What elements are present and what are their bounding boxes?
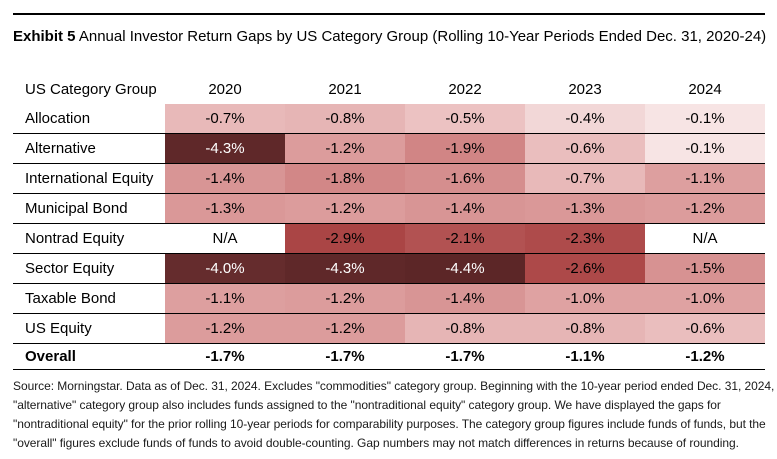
source-note-line: "overall" figures exclude funds of funds… bbox=[13, 436, 739, 450]
row-label: US Equity bbox=[13, 313, 165, 344]
value-cell-2023: -1.3% bbox=[525, 193, 645, 224]
column-header-2024: 2024 bbox=[688, 81, 722, 98]
value-cell-2021: -1.2% bbox=[285, 193, 405, 224]
table-header-row: US Category Group 2020 2021 2022 2023 20… bbox=[13, 75, 765, 104]
value-cell-2022: -2.1% bbox=[405, 223, 525, 254]
value-cell-2022: -1.4% bbox=[405, 283, 525, 314]
row-label: Taxable Bond bbox=[13, 283, 165, 314]
value-cell-2024: -0.1% bbox=[645, 104, 765, 134]
value-cell-2023: -0.6% bbox=[525, 133, 645, 164]
top-rule bbox=[13, 13, 765, 15]
exhibit-title-text: Annual Investor Return Gaps by US Catego… bbox=[75, 28, 767, 45]
source-note-line: "alternative" category group also includ… bbox=[13, 398, 721, 412]
table-row: US Equity -1.2% -1.2% -0.8% -0.8% -0.6% bbox=[13, 313, 765, 344]
value-cell-2022: -4.4% bbox=[405, 253, 525, 284]
value-cell-2022: -1.4% bbox=[405, 193, 525, 224]
value-cell-2021: -0.8% bbox=[285, 104, 405, 134]
table-row: International Equity -1.4% -1.8% -1.6% -0.7%… bbox=[13, 163, 765, 194]
column-header-2022: 2022 bbox=[448, 81, 482, 98]
value-cell-2021: -1.2% bbox=[285, 313, 405, 344]
value-cell-2023: -0.7% bbox=[525, 163, 645, 194]
value-cell-2021: -1.2% bbox=[285, 283, 405, 314]
column-header-2023: 2023 bbox=[568, 81, 602, 98]
value-cell-2023: -1.0% bbox=[525, 283, 645, 314]
source-note: Source: Morningstar. Data as of Dec. 31,… bbox=[13, 377, 777, 453]
value-cell-2024: -1.0% bbox=[645, 283, 765, 314]
value-cell-2022: -1.7% bbox=[405, 343, 525, 370]
value-cell-2020: -1.7% bbox=[165, 343, 285, 370]
value-cell-2021: -2.9% bbox=[285, 223, 405, 254]
value-cell-2022: -1.9% bbox=[405, 133, 525, 164]
source-note-line: "nontraditional equity" for the prior ro… bbox=[13, 417, 766, 431]
column-header-category: US Category Group bbox=[25, 81, 157, 98]
value-cell-2024: N/A bbox=[645, 223, 765, 254]
row-label: Sector Equity bbox=[13, 253, 165, 284]
source-note-line: Source: Morningstar. Data as of Dec. 31,… bbox=[13, 379, 777, 393]
value-cell-2020: -1.2% bbox=[165, 313, 285, 344]
table-row: Taxable Bond -1.1% -1.2% -1.4% -1.0% -1.0% bbox=[13, 283, 765, 314]
value-cell-2024: -1.2% bbox=[645, 343, 765, 370]
value-cell-2024: -0.6% bbox=[645, 313, 765, 344]
table-row-overall: Overall -1.7% -1.7% -1.7% -1.1% -1.2% bbox=[13, 343, 765, 370]
value-cell-2020: -4.3% bbox=[165, 133, 285, 164]
value-cell-2020: -1.3% bbox=[165, 193, 285, 224]
value-cell-2023: -2.3% bbox=[525, 223, 645, 254]
table-row: Nontrad Equity N/A -2.9% -2.1% -2.3% N/A bbox=[13, 223, 765, 254]
table-row: Allocation -0.7% -0.8% -0.5% -0.4% -0.1% bbox=[13, 104, 765, 134]
value-cell-2023: -0.4% bbox=[525, 104, 645, 134]
table-row: Alternative -4.3% -1.2% -1.9% -0.6% -0.1% bbox=[13, 133, 765, 164]
value-cell-2022: -0.5% bbox=[405, 104, 525, 134]
row-label: Nontrad Equity bbox=[13, 223, 165, 254]
table-row: Municipal Bond -1.3% -1.2% -1.4% -1.3% -1.2% bbox=[13, 193, 765, 224]
value-cell-2021: -1.2% bbox=[285, 133, 405, 164]
row-label: Alternative bbox=[13, 133, 165, 164]
value-cell-2020: -1.1% bbox=[165, 283, 285, 314]
row-label: Allocation bbox=[13, 104, 165, 134]
value-cell-2021: -1.8% bbox=[285, 163, 405, 194]
value-cell-2024: -1.1% bbox=[645, 163, 765, 194]
value-cell-2023: -1.1% bbox=[525, 343, 645, 370]
exhibit-title: Exhibit 5 Annual Investor Return Gaps by… bbox=[13, 27, 767, 46]
row-label: Overall bbox=[13, 343, 165, 370]
row-label: Municipal Bond bbox=[13, 193, 165, 224]
value-cell-2022: -0.8% bbox=[405, 313, 525, 344]
table-body: Allocation -0.7% -0.8% -0.5% -0.4% -0.1% Alter… bbox=[13, 104, 765, 370]
table-row: Sector Equity -4.0% -4.3% -4.4% -2.6% -1.5% bbox=[13, 253, 765, 284]
return-gaps-table: US Category Group 2020 2021 2022 2023 20… bbox=[13, 75, 765, 370]
value-cell-2020: -1.4% bbox=[165, 163, 285, 194]
value-cell-2020: -4.0% bbox=[165, 253, 285, 284]
value-cell-2021: -1.7% bbox=[285, 343, 405, 370]
row-label: International Equity bbox=[13, 163, 165, 194]
value-cell-2020: -0.7% bbox=[165, 104, 285, 134]
column-header-2020: 2020 bbox=[208, 81, 242, 98]
value-cell-2022: -1.6% bbox=[405, 163, 525, 194]
value-cell-2023: -0.8% bbox=[525, 313, 645, 344]
value-cell-2024: -0.1% bbox=[645, 133, 765, 164]
value-cell-2024: -1.5% bbox=[645, 253, 765, 284]
value-cell-2021: -4.3% bbox=[285, 253, 405, 284]
value-cell-2024: -1.2% bbox=[645, 193, 765, 224]
value-cell-2023: -2.6% bbox=[525, 253, 645, 284]
column-header-2021: 2021 bbox=[328, 81, 362, 98]
value-cell-2020: N/A bbox=[165, 223, 285, 254]
exhibit-label: Exhibit 5 bbox=[13, 28, 76, 45]
